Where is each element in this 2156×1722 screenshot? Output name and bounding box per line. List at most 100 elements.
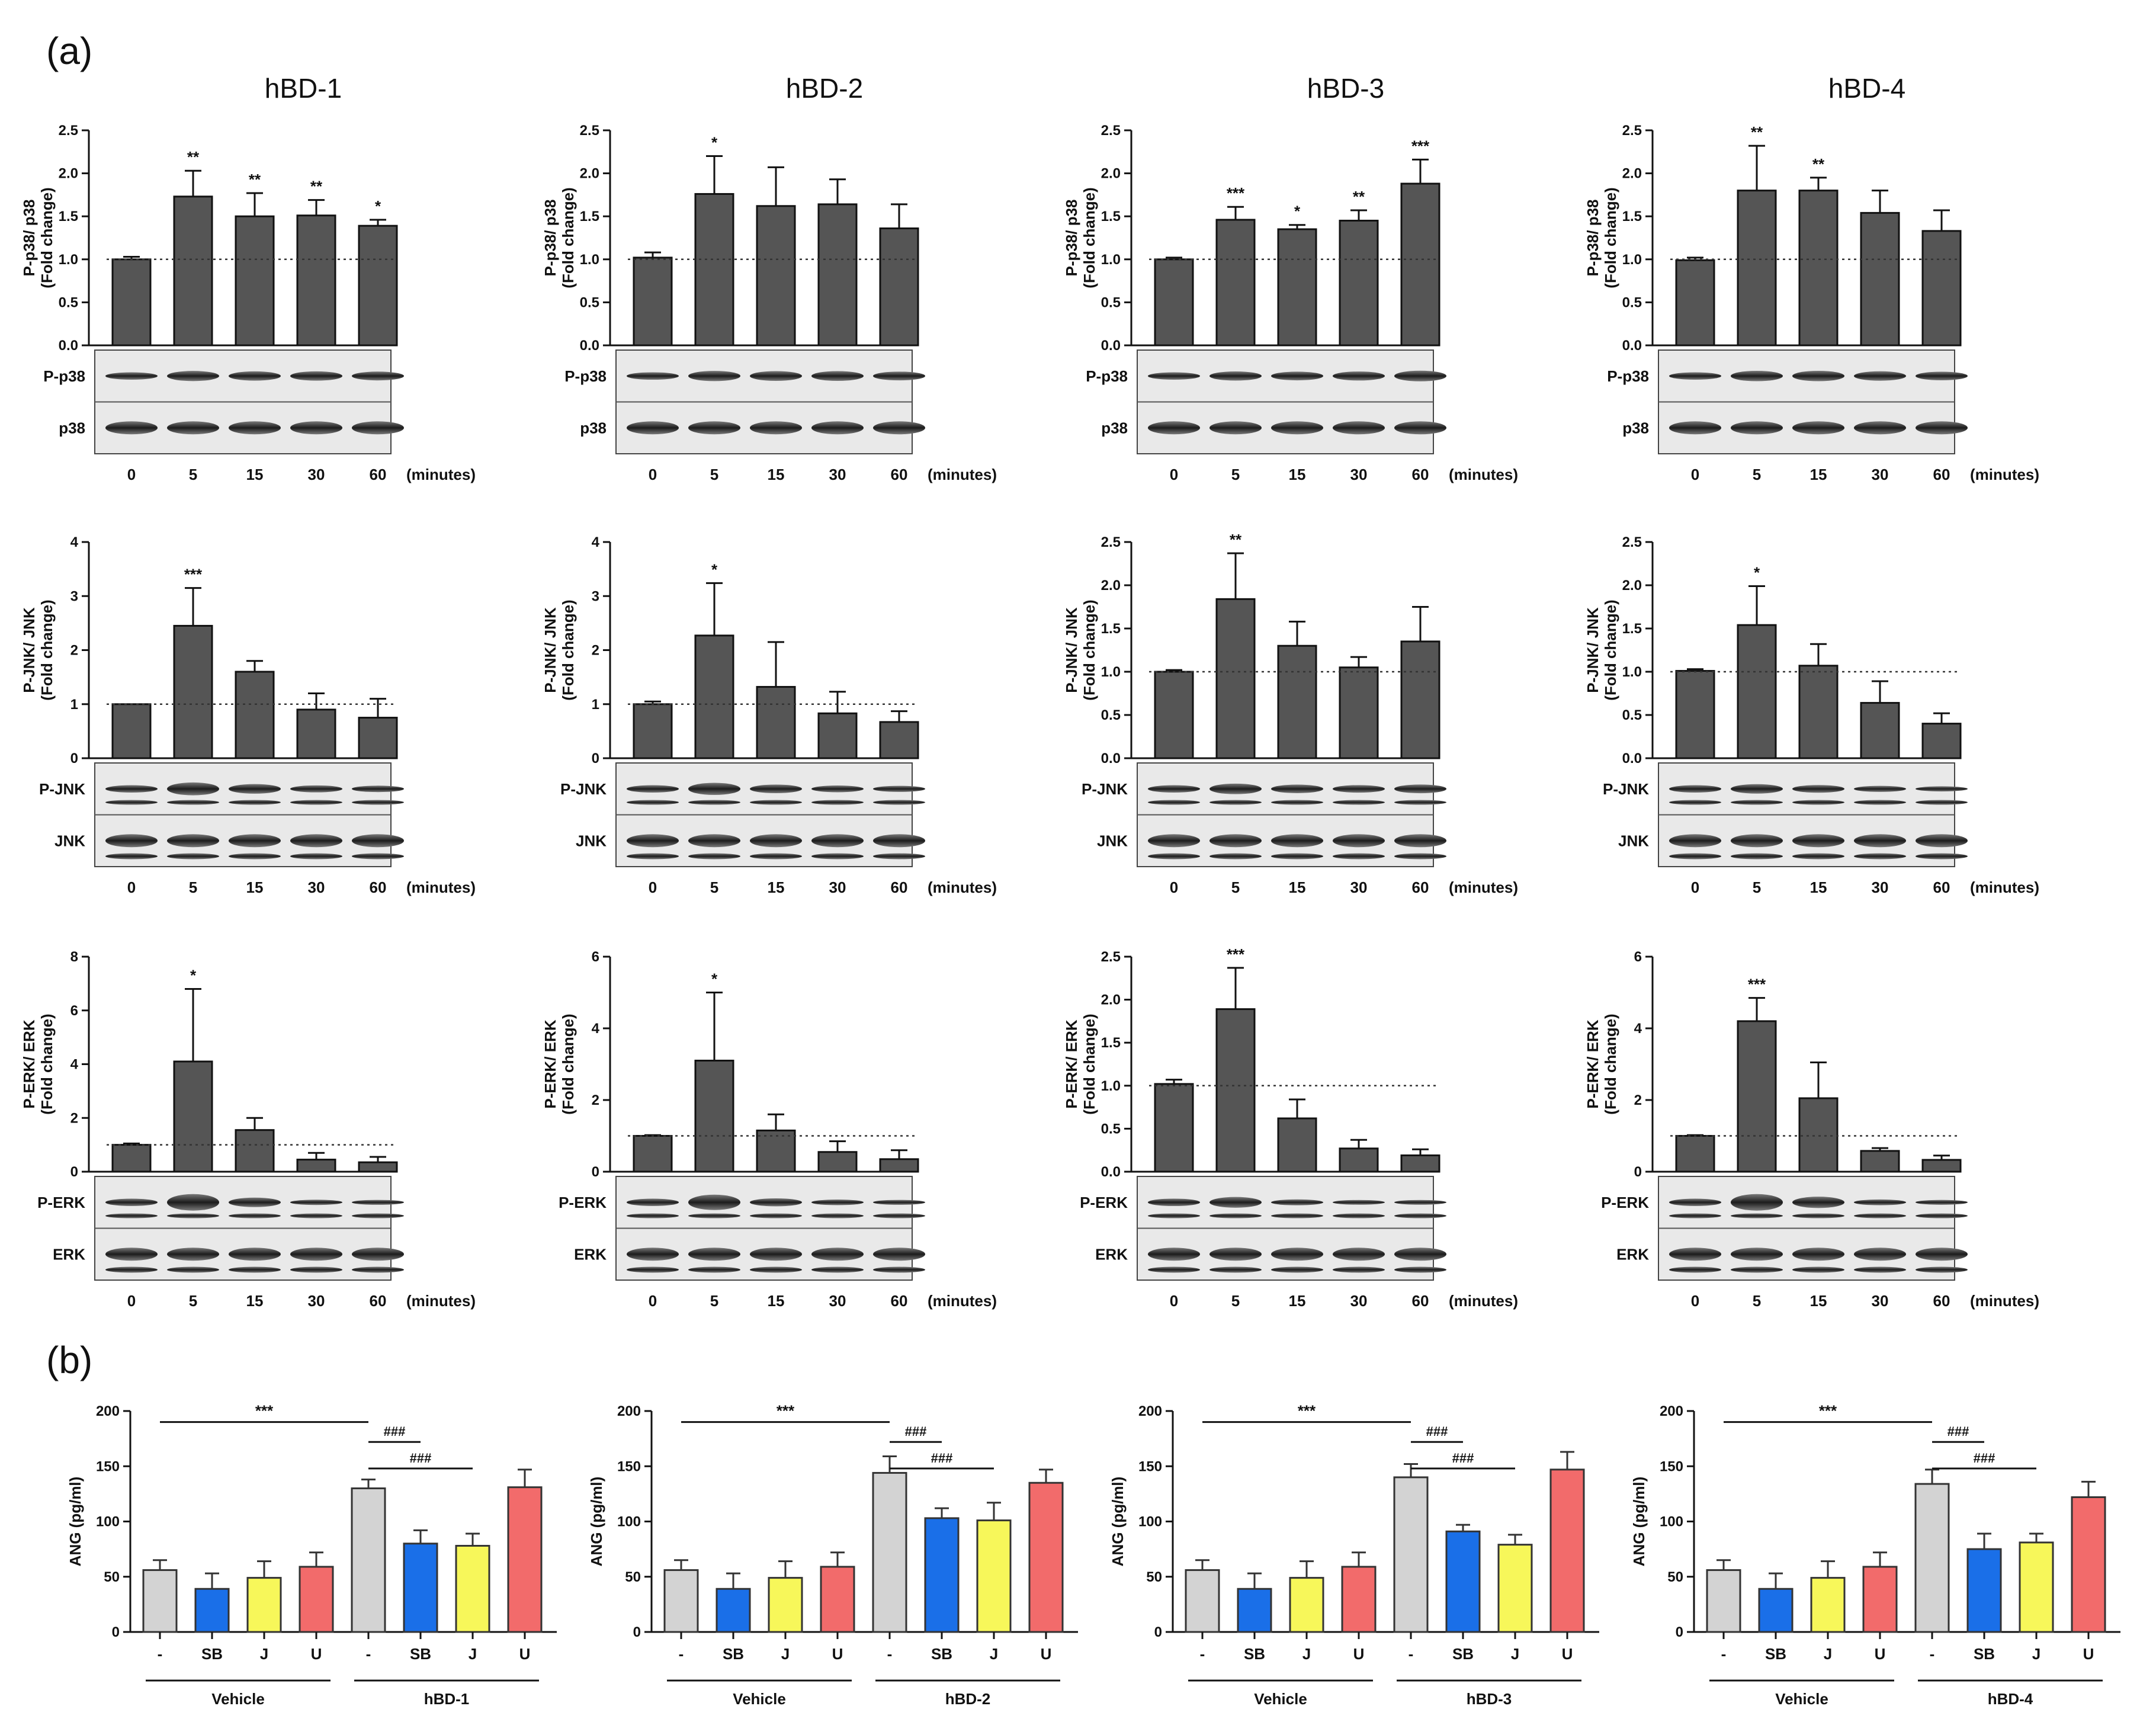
chart-p38-hbd3-band-total (1209, 421, 1262, 435)
chart-jnk-hbd4-significance: * (1754, 563, 1760, 581)
chart-ang-hbd3-category: J (1302, 1645, 1311, 1663)
chart-p38-hbd4-category: 15 (1810, 466, 1827, 483)
chart-jnk-hbd4-bar (1675, 670, 1715, 759)
chart-jnk-hbd4-band-total (1792, 834, 1844, 848)
chart-p38-hbd2-band-phospho (750, 371, 802, 381)
chart-p38-hbd1-ytick-label: 0.0 (59, 338, 78, 354)
chart-erk-hbd2-ytick-label: 4 (592, 1021, 600, 1037)
chart-erk-hbd4-band-total-minor (1854, 1266, 1906, 1273)
chart-erk-hbd1-band-total-minor (229, 1266, 281, 1273)
chart-p38-hbd3-ytick-label: 0.0 (1101, 338, 1121, 354)
chart-p38-hbd4-category: 30 (1872, 466, 1889, 483)
chart-p38-hbd4-significance: ** (1812, 155, 1825, 173)
chart-jnk-hbd1-band-phospho-minor (167, 800, 219, 805)
chart-ang-hbd1-ytick-label: 0 (112, 1624, 120, 1640)
chart-jnk-hbd3-bar (1400, 640, 1440, 759)
chart-erk-hbd1-bar (235, 1129, 275, 1173)
chart-jnk-hbd2-band-total-minor (873, 853, 925, 860)
chart-p38-hbd1-ylabel-unit: (Fold change) (38, 187, 56, 288)
chart-erk-hbd1-category: 60 (370, 1292, 387, 1310)
chart-jnk-hbd3-band-phospho-minor (1333, 800, 1385, 805)
chart-ang-hbd2-bar (768, 1577, 803, 1633)
chart-p38-hbd2-blot-label-total: p38 (580, 419, 607, 437)
chart-p38-hbd2-ytick-label: 1.0 (580, 252, 599, 268)
chart-erk-hbd4-ytick-label: 6 (1634, 949, 1642, 965)
chart-ang-hbd1-bar (194, 1588, 230, 1633)
chart-erk-hbd2-band-total (873, 1248, 925, 1261)
chart-jnk-hbd3-band-total (1394, 834, 1446, 848)
chart-ang-hbd4-ytick-label: 0 (1676, 1624, 1683, 1640)
chart-erk-hbd4-band-total-minor (1916, 1266, 1968, 1273)
chart-p38-hbd4-band-total (1854, 421, 1906, 435)
chart-jnk-hbd1-band-phospho-minor (352, 800, 404, 805)
chart-jnk-hbd1-ytick-label: 2 (70, 643, 78, 659)
chart-erk-hbd4-ytick-label: 2 (1634, 1092, 1642, 1108)
chart-erk-hbd4-category: 30 (1872, 1292, 1889, 1310)
chart-jnk-hbd2-band-phospho (627, 785, 679, 793)
chart-p38-hbd1-blot-label-phospho: P-p38 (43, 367, 85, 385)
chart-erk-hbd2-band-total (627, 1248, 679, 1261)
chart-erk-hbd2-band-phospho-minor (688, 1213, 740, 1218)
chart-jnk-hbd3-bar (1154, 671, 1194, 759)
chart-jnk-hbd1-band-phospho (352, 785, 404, 793)
chart-ang-hbd1-category: SB (201, 1645, 223, 1663)
chart-erk-hbd4-band-phospho (1916, 1200, 1968, 1205)
chart-jnk-hbd4-ytick-label: 0.0 (1622, 751, 1642, 767)
chart-jnk-hbd2-band-total-minor (688, 853, 740, 860)
chart-erk-hbd2-category: 30 (829, 1292, 846, 1310)
chart-erk-hbd2-bar (633, 1135, 673, 1173)
column-title-hbd4: hBD-4 (1828, 73, 1905, 104)
chart-ang-hbd2-comparison-label: ### (905, 1424, 927, 1439)
charts: 0.00.51.01.52.02.5P-p38/ p38 (Fold change… (20, 123, 2120, 1708)
chart-jnk-hbd4-ytick-label: 0.5 (1622, 707, 1642, 723)
chart-erk-hbd1-significance: * (190, 966, 197, 984)
chart-jnk-hbd3-band-phospho (1148, 785, 1200, 793)
chart-ang-hbd4-group-label: hBD-4 (1988, 1690, 2033, 1708)
chart-p38-hbd1-bar (111, 258, 152, 347)
chart-jnk-hbd3-bar (1339, 666, 1379, 759)
chart-p38-hbd1-band-total (290, 421, 342, 435)
chart-p38-hbd2-bar (694, 193, 734, 347)
chart-erk-hbd4-band-phospho-minor (1854, 1213, 1906, 1218)
chart-jnk-hbd2-band-total (750, 834, 802, 848)
chart-ang-hbd2-ytick-label: 150 (617, 1458, 641, 1474)
chart-jnk-hbd3-ytick-label: 0.0 (1101, 751, 1121, 767)
chart-jnk-hbd3-category: 30 (1350, 878, 1368, 896)
chart-erk-hbd4-category: 0 (1691, 1292, 1699, 1310)
chart-p38-hbd3-bar (1215, 219, 1256, 347)
chart-erk-hbd1-band-total (352, 1248, 404, 1261)
chart-ang-hbd4-ylabel: ANG (pg/ml) (1630, 1477, 1648, 1567)
chart-p38-hbd3-significance: * (1294, 203, 1301, 220)
chart-jnk-hbd2-band-phospho-minor (627, 800, 679, 805)
chart-jnk-hbd4-blot-label-total: JNK (1618, 832, 1649, 849)
chart-jnk-hbd4-band-phospho-minor (1731, 800, 1783, 805)
chart-erk-hbd1-bar (358, 1161, 398, 1173)
chart-jnk-hbd4-band-phospho (1854, 785, 1906, 792)
chart-erk-hbd3-category: 60 (1412, 1292, 1429, 1310)
chart-p38-hbd4-ytick-label: 1.0 (1622, 252, 1642, 268)
chart-ang-hbd4-category: SB (1974, 1645, 1995, 1663)
chart-jnk-hbd3-band-total-minor (1394, 853, 1446, 860)
chart-erk-hbd1-category: 0 (127, 1292, 136, 1310)
chart-ang-hbd3-ytick-label: 0 (1154, 1624, 1162, 1640)
chart-jnk-hbd1-significance: *** (184, 566, 203, 583)
chart-p38-hbd2-bar (879, 227, 919, 347)
chart-ang-hbd4-comparison-label: *** (1819, 1402, 1837, 1420)
chart-erk-hbd1-band-phospho (290, 1200, 342, 1205)
chart-ang-hbd2-category: - (887, 1645, 893, 1663)
chart-erk-hbd2-ytick-label: 6 (592, 949, 599, 965)
chart-p38-hbd1-band-phospho (105, 372, 158, 380)
chart-p38-hbd3-x-unit: (minutes) (1449, 466, 1518, 483)
chart-p38-hbd3-band-phospho (1333, 371, 1385, 381)
chart-erk-hbd2-band-total-minor (688, 1266, 740, 1273)
chart-erk-hbd4-band-total (1669, 1248, 1721, 1261)
chart-ang-hbd4-comparison-label: ### (1974, 1451, 1995, 1466)
chart-erk-hbd1-ylabel: P-ERK/ ERK (20, 1019, 38, 1108)
chart-erk-hbd3-category: 15 (1289, 1292, 1306, 1310)
chart-erk-hbd3-category: 30 (1350, 1292, 1368, 1310)
chart-ang-hbd1-ytick-label: 200 (96, 1403, 120, 1419)
chart-p38-hbd3-category: 5 (1231, 466, 1240, 483)
chart-p38-hbd1-bar (358, 225, 398, 347)
chart-jnk-hbd3-band-phospho-minor (1209, 800, 1262, 805)
